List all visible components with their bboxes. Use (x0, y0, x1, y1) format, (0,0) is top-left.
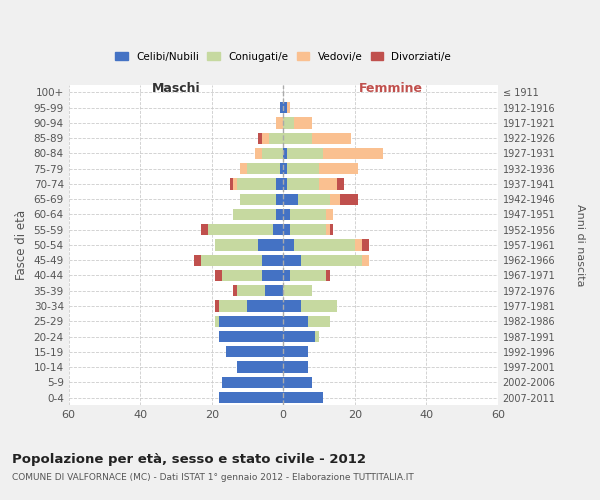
Bar (215, 316, 219, 327)
Text: Maschi: Maschi (152, 82, 200, 95)
Bar (219, 331, 283, 342)
Bar (215, 240, 258, 250)
Bar (319, 178, 337, 190)
Bar (276, 209, 283, 220)
Bar (283, 362, 308, 372)
Bar (233, 209, 276, 220)
Bar (283, 254, 301, 266)
Bar (262, 148, 283, 159)
Bar (226, 346, 283, 358)
Bar (290, 209, 326, 220)
Bar (237, 178, 276, 190)
Bar (201, 254, 262, 266)
Bar (269, 132, 283, 144)
Bar (233, 178, 237, 190)
Bar (301, 300, 337, 312)
Bar (262, 254, 283, 266)
Bar (283, 316, 308, 327)
Bar (280, 102, 283, 114)
Bar (258, 240, 283, 250)
Bar (283, 270, 290, 281)
Bar (290, 270, 326, 281)
Bar (283, 346, 308, 358)
Text: COMUNE DI VALFORNACE (MC) - Dati ISTAT 1° gennaio 2012 - Elaborazione TUTTITALIA: COMUNE DI VALFORNACE (MC) - Dati ISTAT 1… (12, 472, 414, 482)
Bar (219, 392, 283, 403)
Bar (272, 224, 283, 235)
Bar (283, 300, 301, 312)
Bar (262, 270, 283, 281)
Bar (276, 118, 283, 128)
Bar (247, 300, 283, 312)
Bar (283, 285, 312, 296)
Bar (337, 178, 344, 190)
Bar (294, 240, 355, 250)
Bar (301, 254, 362, 266)
Bar (283, 209, 290, 220)
Bar (283, 376, 312, 388)
Bar (276, 194, 283, 205)
Bar (223, 376, 283, 388)
Bar (265, 285, 283, 296)
Bar (219, 300, 247, 312)
Bar (215, 300, 219, 312)
Bar (362, 254, 369, 266)
Bar (326, 209, 334, 220)
Bar (287, 163, 319, 174)
Bar (283, 163, 287, 174)
Bar (290, 224, 326, 235)
Bar (330, 224, 334, 235)
Bar (233, 285, 237, 296)
Bar (287, 148, 323, 159)
Bar (241, 163, 247, 174)
Bar (215, 270, 223, 281)
Bar (223, 270, 262, 281)
Bar (312, 132, 351, 144)
Bar (276, 178, 283, 190)
Bar (319, 163, 358, 174)
Bar (237, 285, 265, 296)
Bar (247, 163, 280, 174)
Bar (283, 224, 290, 235)
Bar (258, 132, 262, 144)
Bar (262, 132, 269, 144)
Legend: Celibi/Nubili, Coniugati/e, Vedovi/e, Divorziati/e: Celibi/Nubili, Coniugati/e, Vedovi/e, Di… (112, 48, 454, 64)
Bar (283, 392, 323, 403)
Bar (194, 254, 201, 266)
Bar (340, 194, 358, 205)
Bar (283, 240, 294, 250)
Bar (283, 148, 287, 159)
Bar (330, 194, 340, 205)
Bar (287, 102, 290, 114)
Bar (294, 118, 312, 128)
Bar (298, 194, 330, 205)
Y-axis label: Fasce di età: Fasce di età (15, 210, 28, 280)
Bar (283, 118, 294, 128)
Bar (283, 178, 287, 190)
Bar (237, 362, 283, 372)
Bar (287, 178, 319, 190)
Bar (362, 240, 369, 250)
Bar (316, 331, 319, 342)
Y-axis label: Anni di nascita: Anni di nascita (575, 204, 585, 286)
Bar (283, 102, 287, 114)
Bar (326, 224, 330, 235)
Bar (326, 270, 330, 281)
Bar (283, 132, 312, 144)
Bar (283, 331, 316, 342)
Text: Popolazione per età, sesso e stato civile - 2012: Popolazione per età, sesso e stato civil… (12, 452, 366, 466)
Text: Femmine: Femmine (359, 82, 422, 95)
Bar (283, 194, 298, 205)
Bar (308, 316, 330, 327)
Bar (201, 224, 208, 235)
Bar (241, 194, 276, 205)
Bar (254, 148, 262, 159)
Bar (280, 163, 283, 174)
Bar (219, 316, 283, 327)
Bar (323, 148, 383, 159)
Bar (230, 178, 233, 190)
Bar (208, 224, 272, 235)
Bar (355, 240, 362, 250)
